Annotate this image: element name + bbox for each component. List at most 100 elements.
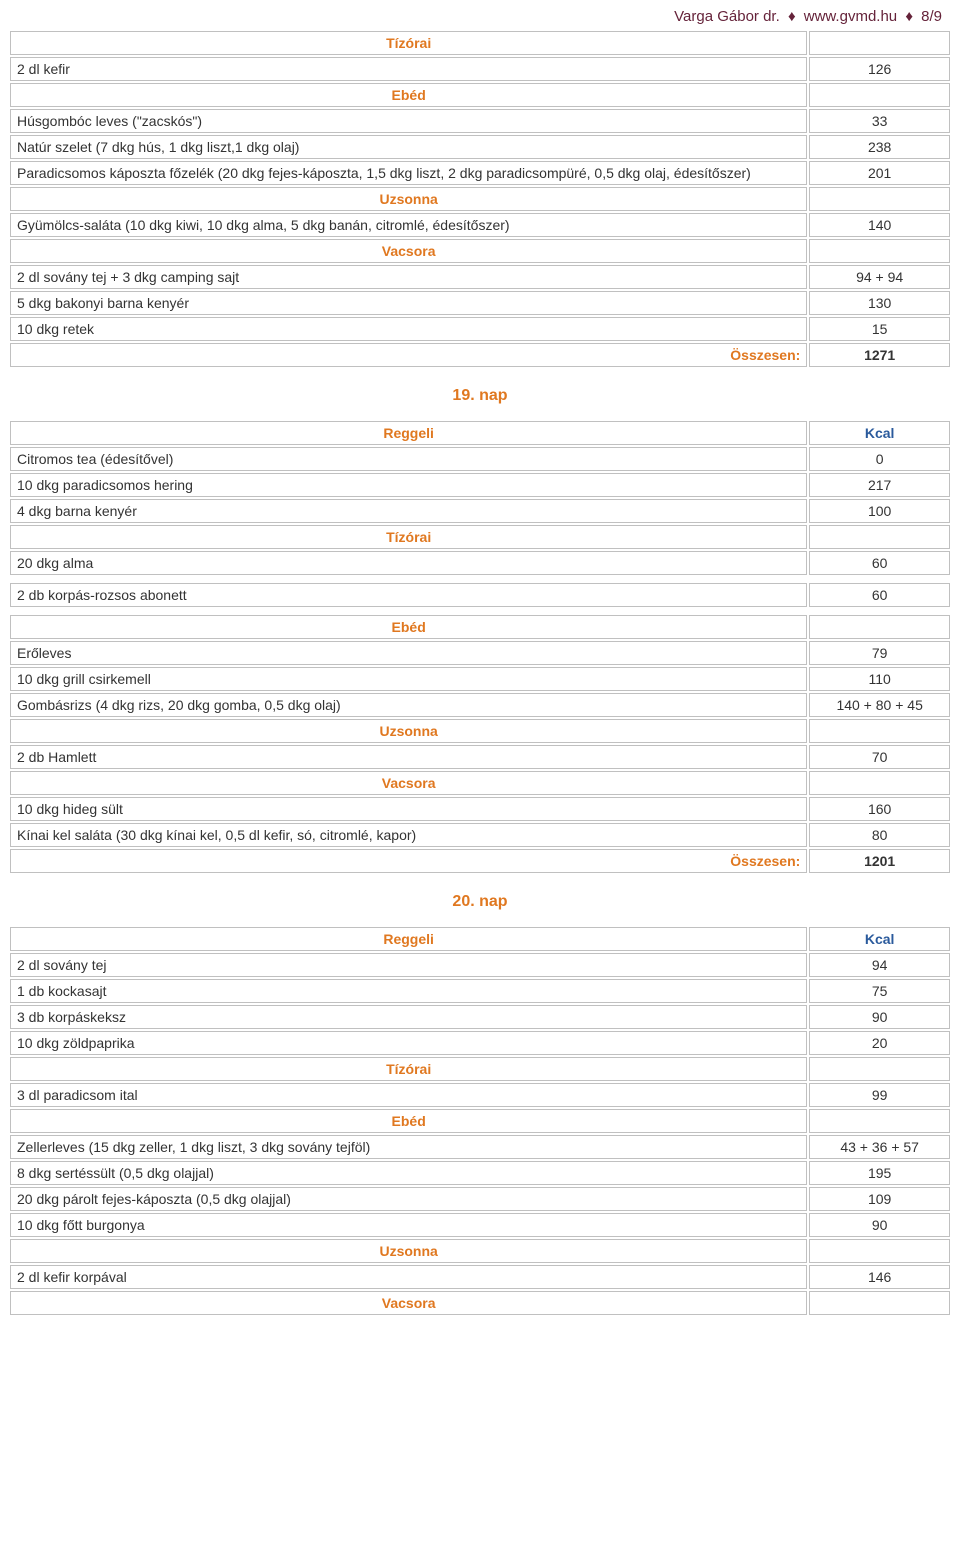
food-value: 110	[809, 667, 950, 691]
food-item: 2 db Hamlett	[10, 745, 807, 769]
section-reggeli: Reggeli	[10, 421, 807, 445]
food-item: 2 dl kefir	[10, 57, 807, 81]
food-item: 20 dkg alma	[10, 551, 807, 575]
section-ebed: Ebéd	[10, 615, 807, 639]
food-item: 2 db korpás-rozsos abonett	[10, 583, 807, 607]
food-value: 80	[809, 823, 950, 847]
food-value: 217	[809, 473, 950, 497]
food-item: 1 db kockasajt	[10, 979, 807, 1003]
food-value: 70	[809, 745, 950, 769]
food-item: 3 dl paradicsom ital	[10, 1083, 807, 1107]
food-item: 10 dkg főtt burgonya	[10, 1213, 807, 1237]
food-item: Zellerleves (15 dkg zeller, 1 dkg liszt,…	[10, 1135, 807, 1159]
total-label: Összesen:	[10, 343, 807, 367]
total-value: 1271	[809, 343, 950, 367]
empty-cell	[809, 31, 950, 55]
empty-cell	[809, 83, 950, 107]
food-value: 79	[809, 641, 950, 665]
page-header: Varga Gábor dr. ♦ www.gvmd.hu ♦ 8/9	[8, 8, 952, 25]
food-value: 238	[809, 135, 950, 159]
food-item: 10 dkg grill csirkemell	[10, 667, 807, 691]
empty-cell	[809, 1291, 950, 1315]
food-value: 146	[809, 1265, 950, 1289]
food-value: 33	[809, 109, 950, 133]
food-item: Kínai kel saláta (30 dkg kínai kel, 0,5 …	[10, 823, 807, 847]
header-site: www.gvmd.hu	[804, 8, 897, 25]
food-item: 2 dl sovány tej + 3 dkg camping sajt	[10, 265, 807, 289]
food-value: 60	[809, 551, 950, 575]
total-value: 1201	[809, 849, 950, 873]
food-value: 160	[809, 797, 950, 821]
food-item: Citromos tea (édesítővel)	[10, 447, 807, 471]
food-value: 90	[809, 1005, 950, 1029]
section-ebed: Ebéd	[10, 83, 807, 107]
food-value: 130	[809, 291, 950, 315]
food-value: 126	[809, 57, 950, 81]
food-item: Erőleves	[10, 641, 807, 665]
section-uzsonna: Uzsonna	[10, 719, 807, 743]
food-item: Natúr szelet (7 dkg hús, 1 dkg liszt,1 d…	[10, 135, 807, 159]
food-value: 43 + 36 + 57	[809, 1135, 950, 1159]
day18-table: Tízórai 2 dl kefir126 Ebéd Húsgombóc lev…	[8, 29, 952, 369]
food-value: 100	[809, 499, 950, 523]
food-item: 4 dkg barna kenyér	[10, 499, 807, 523]
food-value: 0	[809, 447, 950, 471]
day20-table: ReggeliKcal 2 dl sovány tej94 1 db kocka…	[8, 925, 952, 1317]
total-label: Összesen:	[10, 849, 807, 873]
empty-cell	[809, 1109, 950, 1133]
food-value: 60	[809, 583, 950, 607]
section-tizorai: Tízórai	[10, 31, 807, 55]
food-value: 140	[809, 213, 950, 237]
food-item: Gyümölcs-saláta (10 dkg kiwi, 10 dkg alm…	[10, 213, 807, 237]
header-page: 8/9	[921, 8, 942, 25]
food-value: 20	[809, 1031, 950, 1055]
food-item: 3 db korpáskeksz	[10, 1005, 807, 1029]
section-ebed: Ebéd	[10, 1109, 807, 1133]
diamond-icon: ♦	[905, 8, 913, 25]
header-author: Varga Gábor dr.	[674, 8, 780, 25]
food-value: 195	[809, 1161, 950, 1185]
food-item: 10 dkg paradicsomos hering	[10, 473, 807, 497]
food-value: 90	[809, 1213, 950, 1237]
empty-cell	[809, 1057, 950, 1081]
food-value: 109	[809, 1187, 950, 1211]
food-value: 201	[809, 161, 950, 185]
food-item: 20 dkg párolt fejes-káposzta (0,5 dkg ol…	[10, 1187, 807, 1211]
kcal-header: Kcal	[809, 927, 950, 951]
empty-cell	[809, 239, 950, 263]
day19-table-2: Ebéd Erőleves79 10 dkg grill csirkemell1…	[8, 613, 952, 875]
day19-table-1: ReggeliKcal Citromos tea (édesítővel)0 1…	[8, 419, 952, 577]
empty-cell	[809, 771, 950, 795]
food-item: Gombásrizs (4 dkg rizs, 20 dkg gomba, 0,…	[10, 693, 807, 717]
section-tizorai: Tízórai	[10, 525, 807, 549]
food-item: 2 dl sovány tej	[10, 953, 807, 977]
section-uzsonna: Uzsonna	[10, 187, 807, 211]
food-item: 2 dl kefir korpával	[10, 1265, 807, 1289]
empty-cell	[809, 1239, 950, 1263]
empty-cell	[809, 719, 950, 743]
section-uzsonna: Uzsonna	[10, 1239, 807, 1263]
food-item: 10 dkg retek	[10, 317, 807, 341]
food-value: 94 + 94	[809, 265, 950, 289]
food-value: 140 + 80 + 45	[809, 693, 950, 717]
section-reggeli: Reggeli	[10, 927, 807, 951]
food-item: 10 dkg hideg sült	[10, 797, 807, 821]
day19-title: 19. nap	[8, 387, 952, 405]
food-item: Paradicsomos káposzta főzelék (20 dkg fe…	[10, 161, 807, 185]
day20-title: 20. nap	[8, 893, 952, 911]
diamond-icon: ♦	[788, 8, 796, 25]
food-item: Húsgombóc leves ("zacskós")	[10, 109, 807, 133]
section-vacsora: Vacsora	[10, 771, 807, 795]
section-tizorai: Tízórai	[10, 1057, 807, 1081]
food-value: 15	[809, 317, 950, 341]
empty-cell	[809, 525, 950, 549]
day19-standalone: 2 db korpás-rozsos abonett60	[8, 581, 952, 609]
section-vacsora: Vacsora	[10, 239, 807, 263]
food-item: 5 dkg bakonyi barna kenyér	[10, 291, 807, 315]
food-item: 10 dkg zöldpaprika	[10, 1031, 807, 1055]
empty-cell	[809, 187, 950, 211]
food-value: 99	[809, 1083, 950, 1107]
food-value: 75	[809, 979, 950, 1003]
section-vacsora: Vacsora	[10, 1291, 807, 1315]
empty-cell	[809, 615, 950, 639]
